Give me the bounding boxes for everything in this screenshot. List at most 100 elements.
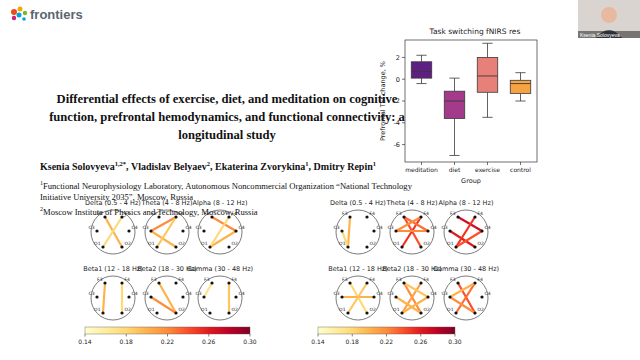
electrode — [340, 229, 343, 232]
colorbar-tick-label: 0.26 — [202, 338, 216, 345]
electrode-label: O1 — [447, 307, 454, 312]
electrode — [157, 281, 160, 284]
colorbar-tick — [455, 334, 456, 337]
connectivity-panel: Beta2 (18 - 30 Hz)F3F4C3C4O1O2 — [137, 265, 197, 320]
electrode — [456, 281, 459, 284]
head-outline — [145, 276, 189, 320]
logo-dot — [17, 13, 22, 18]
electrode-label: C4 — [377, 225, 383, 230]
author-name: Ekaterina Zvorykina — [215, 161, 305, 172]
electrode — [348, 215, 351, 218]
x-tick-label: exercise — [475, 166, 500, 173]
electrode — [227, 245, 230, 248]
electrode — [149, 229, 152, 232]
electrode — [348, 281, 351, 284]
box — [444, 78, 464, 155]
x-tick — [487, 162, 488, 165]
head-outline — [444, 276, 488, 320]
electrode — [394, 295, 397, 298]
electrode-label: F3 — [450, 211, 456, 216]
electrode — [448, 295, 451, 298]
connection — [450, 231, 475, 247]
plot-frame — [405, 40, 537, 162]
whisker-high — [520, 73, 521, 81]
author-separator: , — [126, 161, 131, 172]
colorbar-tick-label: 0.18 — [346, 338, 360, 345]
connectivity-panel: Delta (0.5 - 4 Hz)F3F4C3C4O1O2 — [330, 199, 386, 254]
whisker-low — [421, 78, 422, 83]
electrode-label: C4 — [239, 291, 245, 296]
cap-high — [416, 55, 426, 56]
electrode — [346, 311, 349, 314]
electrode-label: C3 — [195, 291, 201, 296]
connection — [151, 231, 176, 247]
electrode-label: C3 — [441, 225, 447, 230]
connection — [456, 217, 475, 247]
electrode — [174, 245, 177, 248]
whisker-low — [487, 92, 488, 117]
electrode-label: F3 — [342, 277, 348, 282]
electrode-label: O1 — [201, 241, 208, 246]
electrode-label: F3 — [97, 277, 103, 282]
electrode-label: C3 — [195, 225, 201, 230]
title-line: Differential effects of exercise, diet, … — [22, 90, 432, 108]
connectivity-group: Delta (0.5 - 4 Hz)F3F4C3C4O1O2Theta (4 -… — [311, 199, 499, 345]
electrode-label: C4 — [132, 225, 138, 230]
colorbar-tick — [85, 334, 86, 337]
electrode — [174, 281, 177, 284]
cap-low — [482, 117, 492, 118]
electrode-label: O2 — [125, 241, 132, 246]
electrode-label: O1 — [393, 241, 400, 246]
boxes — [411, 43, 530, 155]
connectivity-panel: Beta1 (12 - 18 Hz)F3F4C3C4O1O2 — [328, 265, 388, 320]
electrode — [419, 311, 422, 314]
median — [411, 71, 431, 72]
electrode-label: C3 — [142, 225, 148, 230]
colorbar-tick-label: 0.22 — [380, 338, 394, 345]
electrode — [419, 281, 422, 284]
logo-dot — [12, 16, 16, 20]
colorbar-tick — [208, 334, 209, 337]
electrode-label: C3 — [333, 291, 339, 296]
panel-title: Alpha (8 - 12 Hz) — [439, 199, 494, 207]
electrode-label: O2 — [424, 241, 431, 246]
electrode — [234, 229, 237, 232]
logo: frontiers — [11, 7, 83, 23]
electrode — [149, 295, 152, 298]
author-name: Dmitry Repin — [314, 161, 373, 172]
electrode-label: C3 — [88, 225, 94, 230]
connection — [348, 217, 350, 247]
electrode-label: F3 — [342, 211, 348, 216]
electrode — [426, 295, 429, 298]
whisker-low — [454, 118, 455, 155]
head-outline — [198, 276, 242, 320]
electrode-label: O1 — [393, 307, 400, 312]
connection — [404, 283, 428, 297]
colorbar-tick-label: 0.14 — [311, 338, 325, 345]
x-tick-label: control — [510, 166, 531, 173]
affiliation-sup: 2 — [40, 206, 43, 212]
electrode-label: F4 — [232, 277, 238, 282]
electrode — [394, 229, 397, 232]
electrode — [227, 281, 230, 284]
electrode-label: F4 — [478, 211, 484, 216]
head-outline — [336, 210, 380, 254]
electrode — [234, 295, 237, 298]
electrode — [120, 281, 123, 284]
affiliation: 1Functional Neurophysiology Laboratory, … — [40, 178, 430, 203]
electrode — [155, 311, 158, 314]
cap-low — [449, 155, 459, 156]
electrode — [365, 245, 368, 248]
box-body — [444, 91, 464, 118]
logo-dot — [11, 9, 17, 15]
electrode — [454, 311, 457, 314]
electrode-label: C4 — [377, 291, 383, 296]
box — [411, 55, 431, 83]
median — [510, 83, 530, 84]
webcam: Ksenia Solovyeva — [578, 0, 640, 38]
electrode-label: C3 — [142, 291, 148, 296]
electrode — [419, 215, 422, 218]
electrode-label: O2 — [125, 307, 132, 312]
median — [444, 101, 464, 102]
electrode — [127, 295, 130, 298]
